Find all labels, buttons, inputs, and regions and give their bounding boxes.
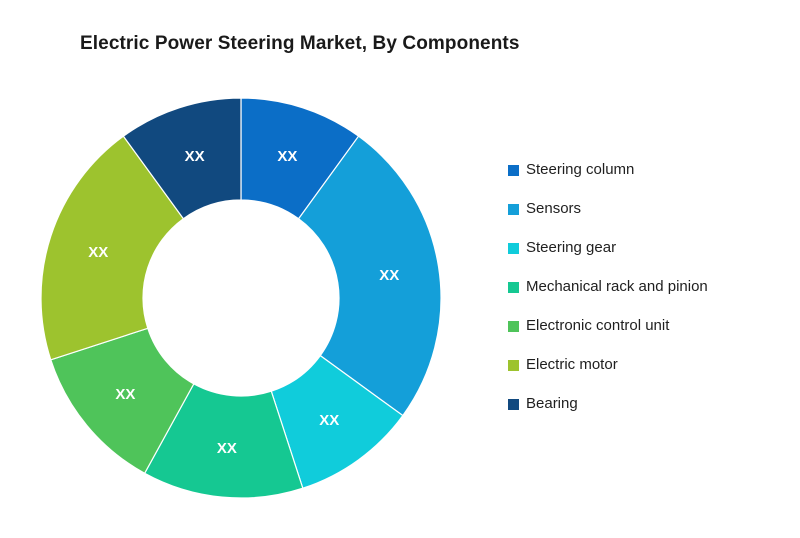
chart-title: Electric Power Steering Market, By Compo…	[80, 33, 520, 54]
legend-swatch-electronic-control-unit	[508, 320, 519, 332]
legend-item-sensors: Sensors	[508, 199, 708, 219]
legend-swatch-steering-column	[508, 164, 519, 176]
slice-label-electronic-control-unit: XX	[115, 386, 135, 403]
slice-label-mechanical-rack-and-pinion: XX	[217, 440, 237, 457]
slice-label-steering-gear: XX	[319, 412, 339, 429]
legend-label-electric-motor: Electric motor	[526, 356, 618, 373]
donut-chart: XX XX XX XX XX XX XX	[31, 88, 451, 508]
legend-swatch-bearing	[508, 398, 519, 410]
legend-label-steering-gear: Steering gear	[526, 239, 617, 256]
slice-label-electric-motor: XX	[88, 244, 108, 261]
legend-swatch-sensors	[508, 203, 519, 215]
legend-swatch-electric-motor	[508, 359, 519, 371]
legend-item-steering-column: Steering column	[508, 160, 708, 180]
slice-label-sensors: XX	[379, 267, 399, 284]
legend-swatch-mechanical-rack-and-pinion	[508, 281, 519, 293]
legend-label-electronic-control-unit: Electronic control unit	[526, 317, 670, 334]
slice-label-bearing: XX	[185, 148, 205, 165]
legend-item-steering-gear: Steering gear	[508, 238, 708, 258]
donut-slice-sensors	[297, 135, 442, 417]
legend-label-mechanical-rack-and-pinion: Mechanical rack and pinion	[526, 278, 708, 295]
legend-label-steering-column: Steering column	[526, 161, 635, 178]
donut-slice-electric-motor	[40, 135, 185, 361]
legend-item-electronic-control-unit: Electronic control unit	[508, 316, 708, 336]
donut-slice-bearing	[122, 97, 242, 220]
legend-item-mechanical-rack-and-pinion: Mechanical rack and pinion	[508, 277, 708, 297]
legend-item-bearing: Bearing	[508, 394, 708, 414]
legend-swatch-steering-gear	[508, 242, 519, 254]
donut-chart-svg: XX XX XX XX XX XX XX	[40, 97, 442, 499]
legend: Steering column Sensors Steering gear Mecha…	[508, 160, 708, 433]
slice-label-steering-column: XX	[277, 148, 297, 165]
legend-label-sensors: Sensors	[526, 200, 582, 217]
legend-label-bearing: Bearing	[526, 395, 578, 412]
legend-item-electric-motor: Electric motor	[508, 355, 708, 375]
